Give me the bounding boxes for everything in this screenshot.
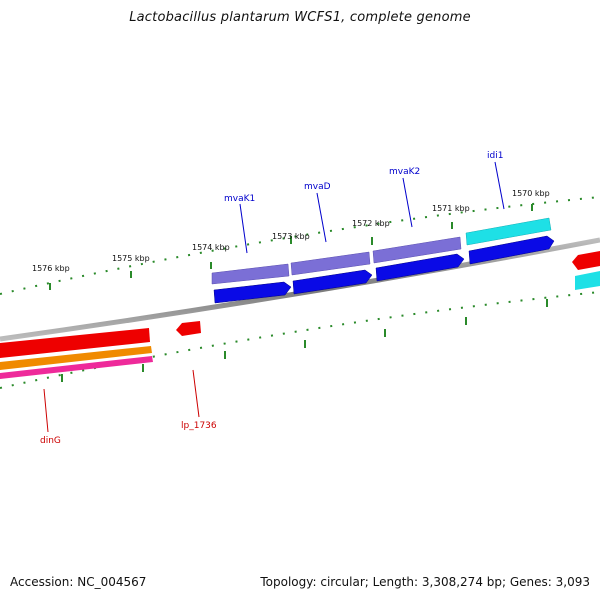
genome-stats-text: Topology: circular; Length: 3,308,274 bp…: [260, 575, 590, 589]
gene-label-idi1[interactable]: idi1: [487, 151, 503, 161]
gene-arrow-mvaD[interactable]: [292, 269, 373, 295]
gene-label-mvaK1[interactable]: mvaK1: [224, 194, 255, 204]
cds-mvaD[interactable]: [290, 251, 371, 276]
cds-mvaK1[interactable]: [211, 263, 290, 285]
tick-label-1572: 1572 kbp: [352, 219, 390, 228]
forward-label-leaders: [239, 161, 505, 254]
tick-label-1574: 1574 kbp: [192, 243, 230, 252]
inner-tick-track: [0, 291, 600, 389]
tick-label-1570: 1570 kbp: [512, 189, 550, 198]
gene-arrow-idi1[interactable]: [468, 235, 555, 265]
tick-label-1573: 1573 kbp: [272, 232, 310, 241]
tick-label-1575: 1575 kbp: [112, 254, 150, 263]
reverse-label-leaders: [43, 369, 200, 433]
feature-pink[interactable]: [0, 356, 153, 379]
feature-orange[interactable]: [0, 346, 152, 370]
tick-label-1576: 1576 kbp: [32, 264, 70, 273]
gene-arrow-mvaK2[interactable]: [375, 253, 465, 282]
cds-idi1[interactable]: [465, 217, 552, 246]
outer-tick-track: [0, 196, 600, 295]
accession-text: Accession: NC_004567: [10, 575, 147, 589]
outer-major-ticks: [49, 204, 533, 290]
feature-lp1736[interactable]: [176, 321, 201, 336]
gene-label-mvaK2[interactable]: mvaK2: [389, 167, 420, 177]
gene-label-mvaD[interactable]: mvaD: [304, 182, 331, 192]
forward-cds-row: [211, 217, 552, 285]
right-red-feature[interactable]: [572, 251, 600, 270]
right-cyan-feature[interactable]: [575, 271, 600, 290]
map-title: Lactobacillus plantarum WCFS1, complete …: [129, 10, 471, 25]
tick-label-1571: 1571 kbp: [432, 204, 470, 213]
feature-dinG-red[interactable]: [0, 328, 150, 358]
forward-gene-row: [213, 235, 555, 304]
gene-label-dinG[interactable]: dinG: [40, 436, 61, 446]
gene-label-lp1736[interactable]: lp_1736: [181, 421, 217, 431]
cds-mvaK2[interactable]: [372, 236, 462, 264]
inner-major-ticks: [61, 299, 548, 382]
gene-arrow-mvaK1[interactable]: [213, 281, 292, 304]
